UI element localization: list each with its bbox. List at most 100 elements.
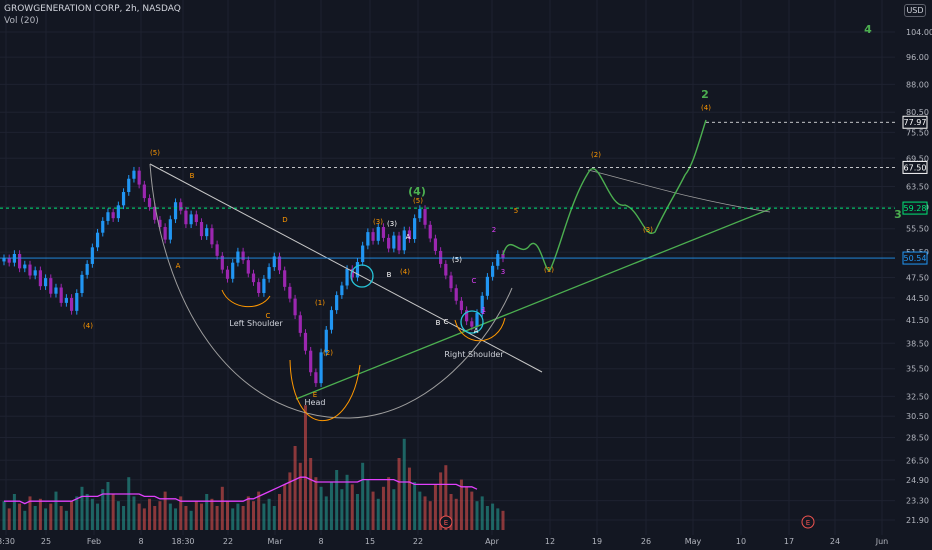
volume-bar [319,486,323,530]
volume-bar [2,501,6,530]
candle-body [444,263,448,276]
cup-curve [149,163,513,419]
volume-bar [189,510,193,530]
candle-body [251,273,256,283]
volume-bar [444,465,448,530]
price-tick-label: 88.00 [906,80,929,89]
volume-bar [423,496,427,530]
volume-bar [127,477,131,530]
wave-label: (4) [408,185,426,198]
wave-label: 1 [481,308,485,316]
candle-body [64,297,68,303]
time-tick-label: May [685,537,702,546]
volume-bar [501,510,505,530]
volume-bar [324,496,328,530]
wave-label: (5) [413,197,423,205]
candle-body [17,253,22,269]
volume-bar [23,510,27,530]
volume-bar [7,508,11,530]
candle-body [85,263,89,275]
candle-body [7,258,11,263]
volume-bar [293,446,297,530]
volume-bar [96,503,100,530]
volume-bar [309,458,313,530]
analysis-overlay [0,119,895,421]
candle-body [433,238,438,251]
volume-bar [387,477,391,530]
currency-button[interactable]: USD [904,4,926,17]
volume-bar [226,501,230,530]
candle-body [90,247,94,264]
candle-body [111,212,115,219]
candle-body [376,227,380,241]
wave-label: (4) [400,268,410,276]
candle-body [153,206,157,220]
candle-body [33,270,37,276]
volume-bar [257,491,261,530]
volume-bar [392,489,396,530]
candle-body [158,219,162,228]
volume-bar [132,496,136,530]
wave-label: 1 [482,306,486,314]
volume-indicator-label[interactable]: Vol (20) [4,16,39,26]
price-marker-label: 77.97 [904,118,927,127]
candle-body [106,212,110,221]
candle-body [2,258,6,262]
neckline-downtrend [149,163,543,373]
candle-body [28,264,32,276]
time-tick-label: 18:30 [171,537,194,546]
wave-label: 4 [0,0,3,2]
time-tick-label: 24 [830,537,840,546]
time-axis[interactable]: 8:30 25 Feb 8 18:30 22 Mar 8 15 22 Apr 12 19 26 May 10 1… [0,537,888,546]
candle-body [392,235,396,249]
price-tick-label: 44.50 [906,294,929,303]
time-tick-label: 12 [545,537,555,546]
volume-bar [70,501,74,530]
candle-body [189,214,193,225]
candle-body [246,260,250,274]
candle-body [116,205,120,219]
candle-body [303,332,308,351]
price-tick-label: 75.50 [906,128,929,137]
candle-body [470,321,474,327]
volume-bar [220,486,224,530]
volume-bar [381,486,385,530]
candle-body [137,170,141,185]
volume-bar [283,484,287,530]
wave-label: (5) [150,149,160,157]
price-axis[interactable]: 104.0096.0088.0080.5075.5069.5063.5059.5… [902,28,932,525]
candle-body [272,256,276,268]
candle-body [210,228,214,245]
candle-body [407,230,412,240]
volume-bar [12,494,16,530]
candle-body [23,264,27,269]
candle-body [179,202,183,211]
volume-bar [355,494,359,530]
time-tick-label: 22 [413,537,423,546]
volume-bar [153,506,157,530]
price-marker [902,251,928,265]
wave-label: A [406,233,411,241]
volume-bar [262,503,266,530]
volume-bar [340,489,344,530]
volume-bar [402,438,406,530]
price-tick-label: 28.50 [906,433,929,442]
candle-body [480,295,484,314]
candle-body [147,198,152,207]
volume-bar [350,484,354,530]
candle-body [54,287,58,294]
candle-body [298,315,302,333]
candle-body [199,222,204,237]
volume-bar [137,503,141,530]
pattern-label: Left Shoulder [229,319,283,328]
volume-bar [163,491,167,530]
volume-bar [366,479,370,530]
wave-label: C [266,312,271,320]
wave-label: C [444,318,449,326]
wave-label: A [176,262,181,270]
candle-body [142,184,146,199]
candle-body [184,210,188,225]
volume-bar [49,503,53,530]
volume-bar [303,405,307,530]
